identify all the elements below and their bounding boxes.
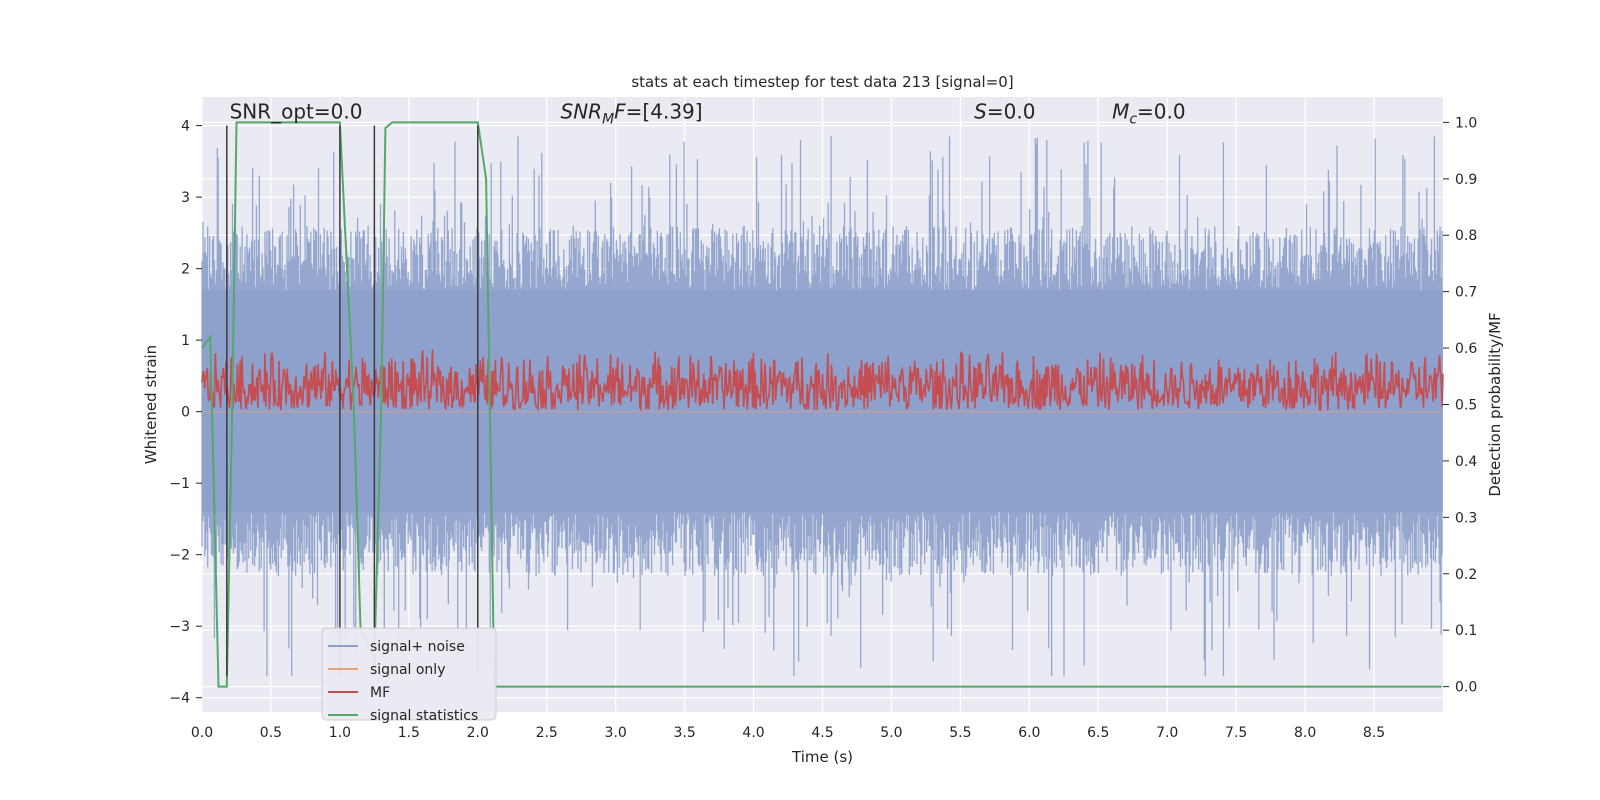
y-tick-right-label: 0.5 [1455, 398, 1477, 414]
x-axis-label: Time (s) [791, 748, 853, 766]
y-tick-right-label: 0.9 [1455, 172, 1477, 188]
y-tick-right-label: 1.0 [1455, 115, 1477, 131]
legend-item-label: signal statistics [370, 708, 478, 724]
legend-item-label: signal+ noise [370, 639, 465, 655]
x-tick-label: 8.0 [1294, 725, 1316, 741]
y-tick-right-label: 0.0 [1455, 680, 1477, 696]
y-tick-left-label: −3 [169, 619, 190, 635]
y-tick-left-label: −2 [169, 548, 190, 564]
y-tick-left-label: 3 [181, 190, 190, 206]
y-axis-right-label: Detection probability/MF [1486, 312, 1504, 496]
x-tick-label: 8.5 [1363, 725, 1385, 741]
x-tick-label: 7.0 [1156, 725, 1178, 741]
y-axis-left-label: Whitened strain [142, 345, 160, 464]
x-tick-label: 5.5 [949, 725, 971, 741]
y-tick-left-label: −4 [169, 691, 190, 707]
y-tick-right-label: 0.7 [1455, 285, 1477, 301]
y-tick-right-label: 0.2 [1455, 567, 1477, 583]
vertical-markers [226, 125, 479, 677]
legend: signal+ noise signal only MF signal statist… [321, 627, 497, 724]
series-mf [201, 349, 1444, 413]
y-tick-left-label: 1 [181, 333, 190, 349]
legend-item-label: MF [370, 685, 390, 701]
annotation-mc: Mc=0.0 [1112, 99, 1186, 127]
series-layer [201, 121, 1444, 688]
x-tick-label: 0.0 [191, 725, 213, 741]
x-tick-label: 3.5 [673, 725, 695, 741]
annotation-snr-mf: SNRMF=[4.39] [561, 99, 703, 127]
x-tick-label: 6.5 [1087, 725, 1109, 741]
x-tick-label: 2.0 [467, 725, 489, 741]
y-tick-left-label: 2 [181, 262, 190, 278]
y-tick-left-label: 0 [181, 405, 190, 421]
x-tick-label: 1.5 [398, 725, 420, 741]
y-tick-left-label: 4 [181, 119, 190, 135]
annotation-s: S=0.0 [974, 99, 1035, 123]
y-axis-right-ticks: 0.0 0.1 0.2 0.3 0.4 0.5 0.6 0.7 0.8 0.9 1.0 [1443, 115, 1477, 696]
y-axis-left-ticks: −4 −3 −2 −1 0 1 2 3 4 [169, 119, 202, 707]
x-tick-label: 7.5 [1225, 725, 1247, 741]
annotation-snr-opt: SNR_opt=0.0 [230, 99, 363, 123]
chart-title: stats at each timestep for test data 213… [631, 73, 1013, 91]
x-tick-label: 3.0 [605, 725, 627, 741]
legend-item-label: signal only [370, 662, 445, 678]
x-tick-label: 4.0 [742, 725, 764, 741]
x-tick-label: 6.0 [1018, 725, 1040, 741]
x-tick-label: 2.5 [536, 725, 558, 741]
x-tick-label: 5.0 [880, 725, 902, 741]
legend-box [321, 627, 497, 721]
y-tick-right-label: 0.8 [1455, 228, 1477, 244]
y-tick-right-label: 0.1 [1455, 623, 1477, 639]
y-tick-left-label: −1 [169, 476, 190, 492]
y-tick-right-label: 0.3 [1455, 510, 1477, 526]
annotations: SNR_opt=0.0 SNRMF=[4.39] S=0.0 Mc=0.0 [230, 99, 1186, 127]
x-tick-label: 4.5 [811, 725, 833, 741]
y-tick-right-label: 0.4 [1455, 454, 1477, 470]
x-tick-label: 0.5 [260, 725, 282, 741]
x-axis-ticks: 0.0 0.5 1.0 1.5 2.0 2.5 3.0 3.5 4.0 4.5 5.0 5.5 6.0 6… [191, 725, 1385, 741]
x-tick-label: 1.0 [329, 725, 351, 741]
y-tick-right-label: 0.6 [1455, 341, 1477, 357]
